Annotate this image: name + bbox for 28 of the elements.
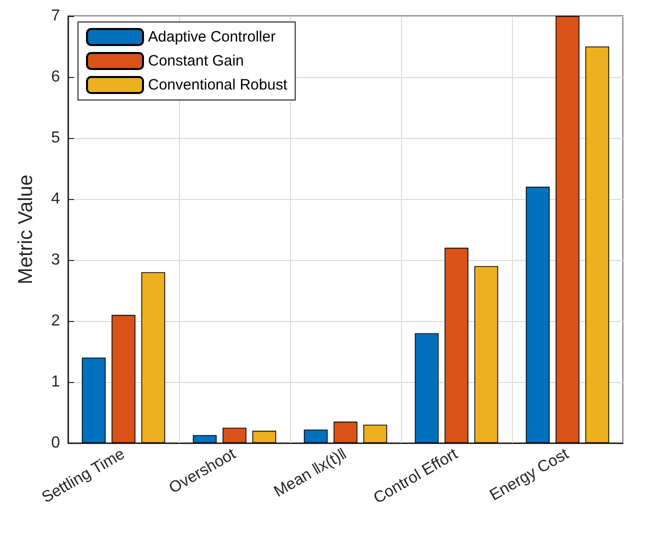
bar xyxy=(363,424,388,443)
y-tick-label: 7 xyxy=(51,8,60,24)
legend-label: Conventional Robust xyxy=(148,76,288,94)
bar xyxy=(585,46,610,443)
bar xyxy=(141,272,166,443)
bar xyxy=(252,430,276,443)
y-tick-label: 1 xyxy=(51,374,60,390)
bar xyxy=(526,186,550,443)
bar xyxy=(304,430,328,443)
legend-label: Adaptive Controller xyxy=(148,28,276,46)
y-axis-title: Metric Value xyxy=(15,174,37,284)
x-tick-label: Mean ‖x(t)‖ xyxy=(271,446,350,501)
bar xyxy=(556,16,580,443)
bar xyxy=(444,248,468,443)
y-tick-label: 4 xyxy=(51,190,60,208)
bar xyxy=(222,428,246,443)
y-tick-label: 0 xyxy=(51,434,60,452)
y-tick-label: 3 xyxy=(51,252,60,268)
bar xyxy=(112,314,136,443)
y-tick-label: 5 xyxy=(51,130,60,146)
y-tick-label: 6 xyxy=(51,68,60,86)
y-tick-label: 2 xyxy=(51,312,60,330)
bar xyxy=(82,358,106,443)
bar xyxy=(414,333,439,443)
bar xyxy=(192,435,217,443)
bar xyxy=(334,422,358,443)
legend-label: Constant Gain xyxy=(148,52,244,70)
bar xyxy=(474,266,498,443)
